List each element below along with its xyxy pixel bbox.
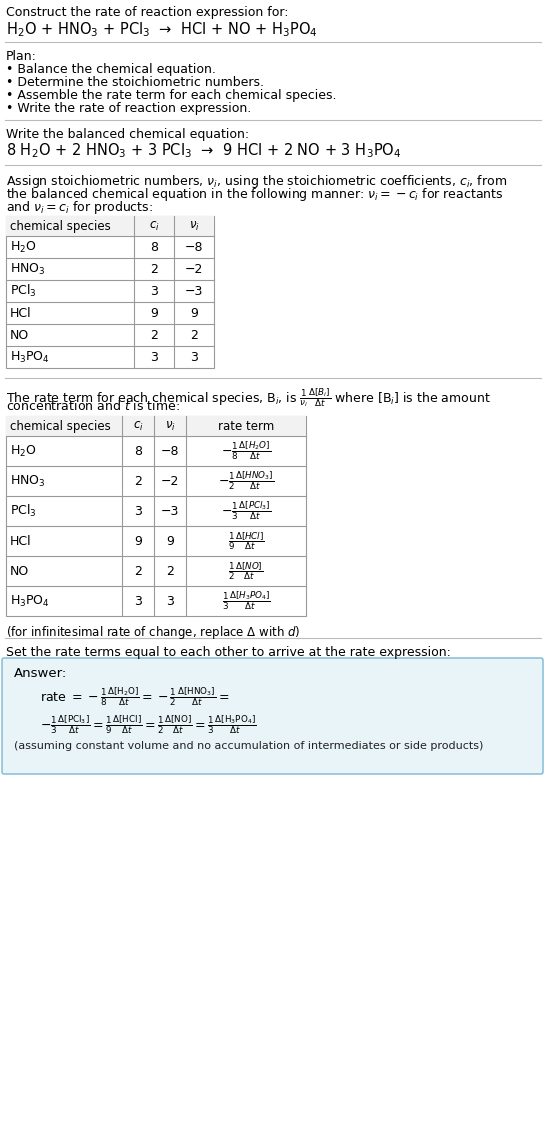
Text: $c_i$: $c_i$ — [149, 220, 159, 232]
Text: 9: 9 — [134, 535, 142, 547]
Text: 2: 2 — [134, 564, 142, 577]
Text: 3: 3 — [134, 594, 142, 608]
Text: chemical species: chemical species — [10, 420, 111, 432]
Text: $-\frac{1}{3}\frac{\Delta[\mathrm{PCl_3}]}{\Delta t} = \frac{1}{9}\frac{\Delta[\: $-\frac{1}{3}\frac{\Delta[\mathrm{PCl_3}… — [40, 714, 257, 735]
Text: chemical species: chemical species — [10, 220, 111, 232]
Text: 9: 9 — [150, 306, 158, 320]
Text: $\frac{1}{9}\frac{\Delta[HCl]}{\Delta t}$: $\frac{1}{9}\frac{\Delta[HCl]}{\Delta t}… — [228, 530, 264, 552]
Text: −3: −3 — [161, 504, 179, 518]
Text: 2: 2 — [134, 475, 142, 487]
Text: and $\nu_i = c_i$ for products:: and $\nu_i = c_i$ for products: — [6, 199, 153, 216]
Text: H$_2$O: H$_2$O — [10, 444, 37, 459]
Text: Assign stoichiometric numbers, $\nu_i$, using the stoichiometric coefficients, $: Assign stoichiometric numbers, $\nu_i$, … — [6, 173, 507, 190]
Text: H$_3$PO$_4$: H$_3$PO$_4$ — [10, 593, 50, 609]
Text: $-\frac{1}{3}\frac{\Delta[PCl_3]}{\Delta t}$: $-\frac{1}{3}\frac{\Delta[PCl_3]}{\Delta… — [221, 500, 271, 522]
Text: 3: 3 — [190, 351, 198, 363]
Text: 9: 9 — [166, 535, 174, 547]
Text: $\frac{1}{2}\frac{\Delta[NO]}{\Delta t}$: $\frac{1}{2}\frac{\Delta[NO]}{\Delta t}$ — [228, 560, 264, 582]
Text: 8: 8 — [134, 445, 142, 457]
Text: concentration and $t$ is time:: concentration and $t$ is time: — [6, 399, 180, 413]
FancyBboxPatch shape — [2, 658, 543, 774]
Text: HCl: HCl — [10, 306, 32, 320]
Text: 3: 3 — [150, 351, 158, 363]
Text: 8 H$_2$O + 2 HNO$_3$ + 3 PCl$_3$  →  9 HCl + 2 NO + 3 H$_3$PO$_4$: 8 H$_2$O + 2 HNO$_3$ + 3 PCl$_3$ → 9 HCl… — [6, 141, 401, 159]
Text: HCl: HCl — [10, 535, 32, 547]
Text: the balanced chemical equation in the following manner: $\nu_i = -c_i$ for react: the balanced chemical equation in the fo… — [6, 185, 503, 203]
Text: 2: 2 — [150, 263, 158, 275]
Text: Plan:: Plan: — [6, 50, 37, 63]
Text: Answer:: Answer: — [14, 667, 67, 681]
Text: H$_2$O + HNO$_3$ + PCl$_3$  →  HCl + NO + H$_3$PO$_4$: H$_2$O + HNO$_3$ + PCl$_3$ → HCl + NO + … — [6, 20, 318, 39]
Text: 2: 2 — [190, 329, 198, 341]
Text: 2: 2 — [150, 329, 158, 341]
Text: • Determine the stoichiometric numbers.: • Determine the stoichiometric numbers. — [6, 76, 264, 89]
Text: (for infinitesimal rate of change, replace Δ with $d$): (for infinitesimal rate of change, repla… — [6, 624, 300, 641]
Text: 2: 2 — [166, 564, 174, 577]
Text: $\nu_i$: $\nu_i$ — [164, 420, 175, 432]
Bar — [6, 216, 214, 368]
Text: Set the rate terms equal to each other to arrive at the rate expression:: Set the rate terms equal to each other t… — [6, 646, 451, 659]
Text: (assuming constant volume and no accumulation of intermediates or side products): (assuming constant volume and no accumul… — [14, 741, 483, 751]
Text: −8: −8 — [161, 445, 179, 457]
Text: $\frac{1}{3}\frac{\Delta[H_3PO_4]}{\Delta t}$: $\frac{1}{3}\frac{\Delta[H_3PO_4]}{\Delt… — [222, 589, 270, 612]
Text: HNO$_3$: HNO$_3$ — [10, 262, 45, 277]
Text: 3: 3 — [166, 594, 174, 608]
Text: rate term: rate term — [218, 420, 274, 432]
Text: $\nu_i$: $\nu_i$ — [188, 220, 199, 232]
Text: $c_i$: $c_i$ — [133, 420, 144, 432]
Text: rate $= -\frac{1}{8}\frac{\Delta[\mathrm{H_2O}]}{\Delta t} = -\frac{1}{2}\frac{\: rate $= -\frac{1}{8}\frac{\Delta[\mathrm… — [40, 685, 229, 708]
Text: • Balance the chemical equation.: • Balance the chemical equation. — [6, 63, 216, 76]
Text: PCl$_3$: PCl$_3$ — [10, 283, 37, 299]
Text: H$_2$O: H$_2$O — [10, 239, 37, 255]
Text: Construct the rate of reaction expression for:: Construct the rate of reaction expressio… — [6, 6, 288, 19]
Text: • Assemble the rate term for each chemical species.: • Assemble the rate term for each chemic… — [6, 89, 336, 102]
Text: 3: 3 — [134, 504, 142, 518]
Bar — [6, 417, 306, 436]
Text: The rate term for each chemical species, B$_i$, is $\frac{1}{\nu_i}\frac{\Delta[: The rate term for each chemical species,… — [6, 386, 491, 409]
Text: Write the balanced chemical equation:: Write the balanced chemical equation: — [6, 127, 249, 141]
Text: −2: −2 — [185, 263, 203, 275]
Text: • Write the rate of reaction expression.: • Write the rate of reaction expression. — [6, 102, 251, 115]
Text: −2: −2 — [161, 475, 179, 487]
Bar — [6, 417, 306, 616]
Text: NO: NO — [10, 564, 29, 577]
Text: 9: 9 — [190, 306, 198, 320]
Text: NO: NO — [10, 329, 29, 341]
Text: 8: 8 — [150, 240, 158, 254]
Text: H$_3$PO$_4$: H$_3$PO$_4$ — [10, 349, 50, 364]
Text: 3: 3 — [150, 284, 158, 297]
Bar — [6, 216, 214, 236]
Text: $-\frac{1}{2}\frac{\Delta[HNO_3]}{\Delta t}$: $-\frac{1}{2}\frac{\Delta[HNO_3]}{\Delta… — [218, 470, 274, 493]
Text: PCl$_3$: PCl$_3$ — [10, 503, 37, 519]
Text: HNO$_3$: HNO$_3$ — [10, 473, 45, 488]
Text: −8: −8 — [185, 240, 203, 254]
Text: −3: −3 — [185, 284, 203, 297]
Text: $-\frac{1}{8}\frac{\Delta[H_2O]}{\Delta t}$: $-\frac{1}{8}\frac{\Delta[H_2O]}{\Delta … — [221, 439, 271, 462]
